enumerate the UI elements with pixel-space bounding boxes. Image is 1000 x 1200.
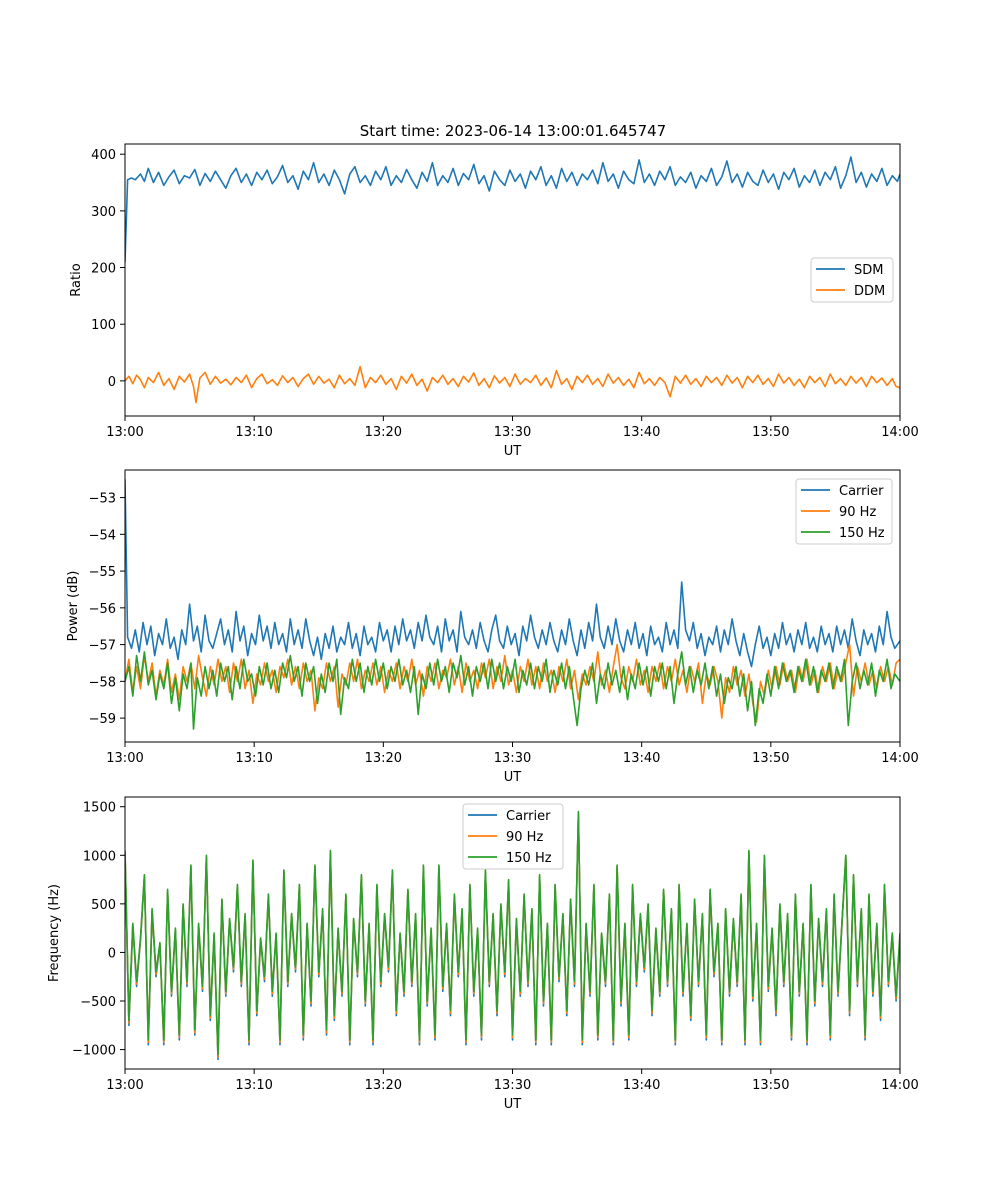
series-line-carrier — [125, 479, 900, 668]
series-lines — [125, 479, 900, 730]
series-line-150-hz — [125, 651, 900, 730]
panels: 13:00 13:10 13:20 13:30 13:40 13:50 14:00 0 100 2… — [47, 143, 919, 1112]
legend-box — [462, 803, 564, 870]
y-tick-label: 100 — [91, 318, 116, 333]
y-axis-label: Frequency (Hz) — [47, 884, 62, 982]
series-line-150-hz — [125, 810, 900, 1056]
x-tick-label: 13:00 — [106, 1078, 143, 1093]
legend: Carrier 90 Hz 150 Hz — [795, 478, 893, 545]
y-tick-label: −55 — [89, 565, 116, 580]
legend: Carrier 90 Hz 150 Hz — [462, 803, 564, 870]
y-tick-label: −53 — [89, 492, 116, 507]
legend-label-150-hz: 150 Hz — [839, 526, 885, 541]
x-tick-label: 13:30 — [494, 751, 531, 766]
y-tick-label: 0 — [108, 946, 116, 961]
x-tick-label: 13:20 — [365, 1078, 402, 1093]
y-axis-label: Ratio — [69, 263, 84, 296]
x-tick-label: 13:30 — [494, 1078, 531, 1093]
y-tick-label: 300 — [91, 205, 116, 220]
legend-label-carrier: Carrier — [839, 484, 884, 499]
y-tick-label: 0 — [108, 375, 116, 390]
legend-label-90-hz: 90 Hz — [839, 505, 876, 520]
x-tick-label: 13:50 — [752, 1078, 789, 1093]
x-tick-label: 13:10 — [235, 751, 272, 766]
legend-label-150-hz: 150 Hz — [506, 851, 552, 866]
x-tick-label: 13:40 — [623, 1078, 660, 1093]
axes-frame — [124, 469, 901, 743]
x-axis-label: UT — [504, 1097, 522, 1112]
x-axis-label: UT — [504, 444, 522, 459]
panel-3: 13:00 13:10 13:20 13:30 13:40 13:50 14:00 1500 1… — [47, 796, 919, 1112]
series-line-sdm — [125, 156, 900, 262]
x-tick-label: 13:10 — [235, 1078, 272, 1093]
legend-box — [795, 478, 893, 545]
legend-label-carrier: Carrier — [506, 809, 551, 824]
y-tick-label: 1000 — [83, 849, 116, 864]
series-line-ddm — [125, 365, 900, 404]
x-tick-label: 13:00 — [106, 425, 143, 440]
x-tick-label: 13:20 — [365, 751, 402, 766]
series-lines — [125, 156, 900, 404]
y-tick-label: −57 — [89, 639, 116, 654]
axes-frame — [124, 143, 901, 417]
x-tick-label: 13:40 — [623, 425, 660, 440]
y-tick-label: 1500 — [83, 801, 116, 816]
legend-label-sdm: SDM — [854, 263, 883, 278]
x-tick-label: 13:40 — [623, 751, 660, 766]
legend-label-ddm: DDM — [854, 284, 885, 299]
x-tick-label: 13:00 — [106, 751, 143, 766]
x-tick-label: 13:50 — [752, 425, 789, 440]
x-tick-label: 13:10 — [235, 425, 272, 440]
y-tick-label: 200 — [91, 262, 116, 277]
x-tick-label: 13:20 — [365, 425, 402, 440]
panel-1: 13:00 13:10 13:20 13:30 13:40 13:50 14:00 0 100 2… — [69, 143, 919, 459]
figure-title: Start time: 2023-06-14 13:00:01.645747 — [360, 122, 666, 140]
panel-2: 13:00 13:10 13:20 13:30 13:40 13:50 14:00 −53 −5… — [66, 469, 919, 785]
y-tick-label: −58 — [89, 675, 116, 690]
y-axis-label: Power (dB) — [66, 571, 81, 642]
series-lines — [125, 810, 900, 1061]
legend-label-90-hz: 90 Hz — [506, 830, 543, 845]
y-tick-label: −59 — [89, 712, 116, 727]
y-tick-label: −54 — [89, 528, 116, 543]
y-tick-label: −500 — [80, 995, 116, 1010]
x-axis-label: UT — [504, 770, 522, 785]
y-tick-label: 400 — [91, 148, 116, 163]
y-tick-label: 500 — [91, 898, 116, 913]
x-tick-label: 13:50 — [752, 751, 789, 766]
x-tick-label: 14:00 — [881, 751, 918, 766]
y-tick-label: −1000 — [72, 1044, 116, 1059]
x-tick-label: 14:00 — [881, 425, 918, 440]
x-tick-label: 13:30 — [494, 425, 531, 440]
x-tick-label: 14:00 — [881, 1078, 918, 1093]
y-tick-label: −56 — [89, 602, 116, 617]
legend: SDM DDM — [810, 257, 894, 303]
